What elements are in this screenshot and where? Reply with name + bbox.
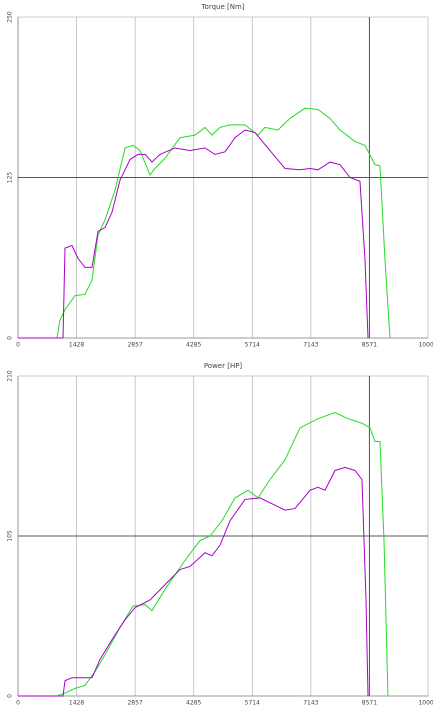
y-tick-label: 210: [7, 370, 14, 382]
chart-title: Torque [Nm]: [200, 3, 244, 11]
x-tick-label: 0: [16, 342, 20, 349]
x-tick-label: 4285: [186, 700, 201, 707]
x-tick-label: 0: [16, 700, 20, 707]
x-tick-label: 8571: [362, 700, 377, 707]
x-tick-label: 1428: [69, 342, 84, 349]
x-tick-label: 2857: [127, 700, 142, 707]
y-tick-label: 0: [7, 694, 14, 698]
y-tick-label: 105: [7, 530, 14, 542]
y-tick-label: 0: [7, 336, 14, 340]
x-tick-label: 7143: [303, 342, 318, 349]
x-tick-label: 2857: [127, 342, 142, 349]
x-tick-label: 5714: [245, 342, 260, 349]
x-tick-label: 1428: [69, 700, 84, 707]
data-line: [18, 129, 369, 339]
x-tick-label: 4285: [186, 342, 201, 349]
x-tick-label: 8571: [362, 342, 377, 349]
y-tick-label: 250: [7, 11, 14, 23]
x-tick-label: 7143: [303, 700, 318, 707]
data-line: [18, 466, 369, 697]
x-tick-label: 5714: [245, 700, 260, 707]
data-line: [18, 107, 391, 339]
y-tick-label: 125: [7, 172, 14, 184]
chart-title: Power [HP]: [204, 362, 243, 370]
